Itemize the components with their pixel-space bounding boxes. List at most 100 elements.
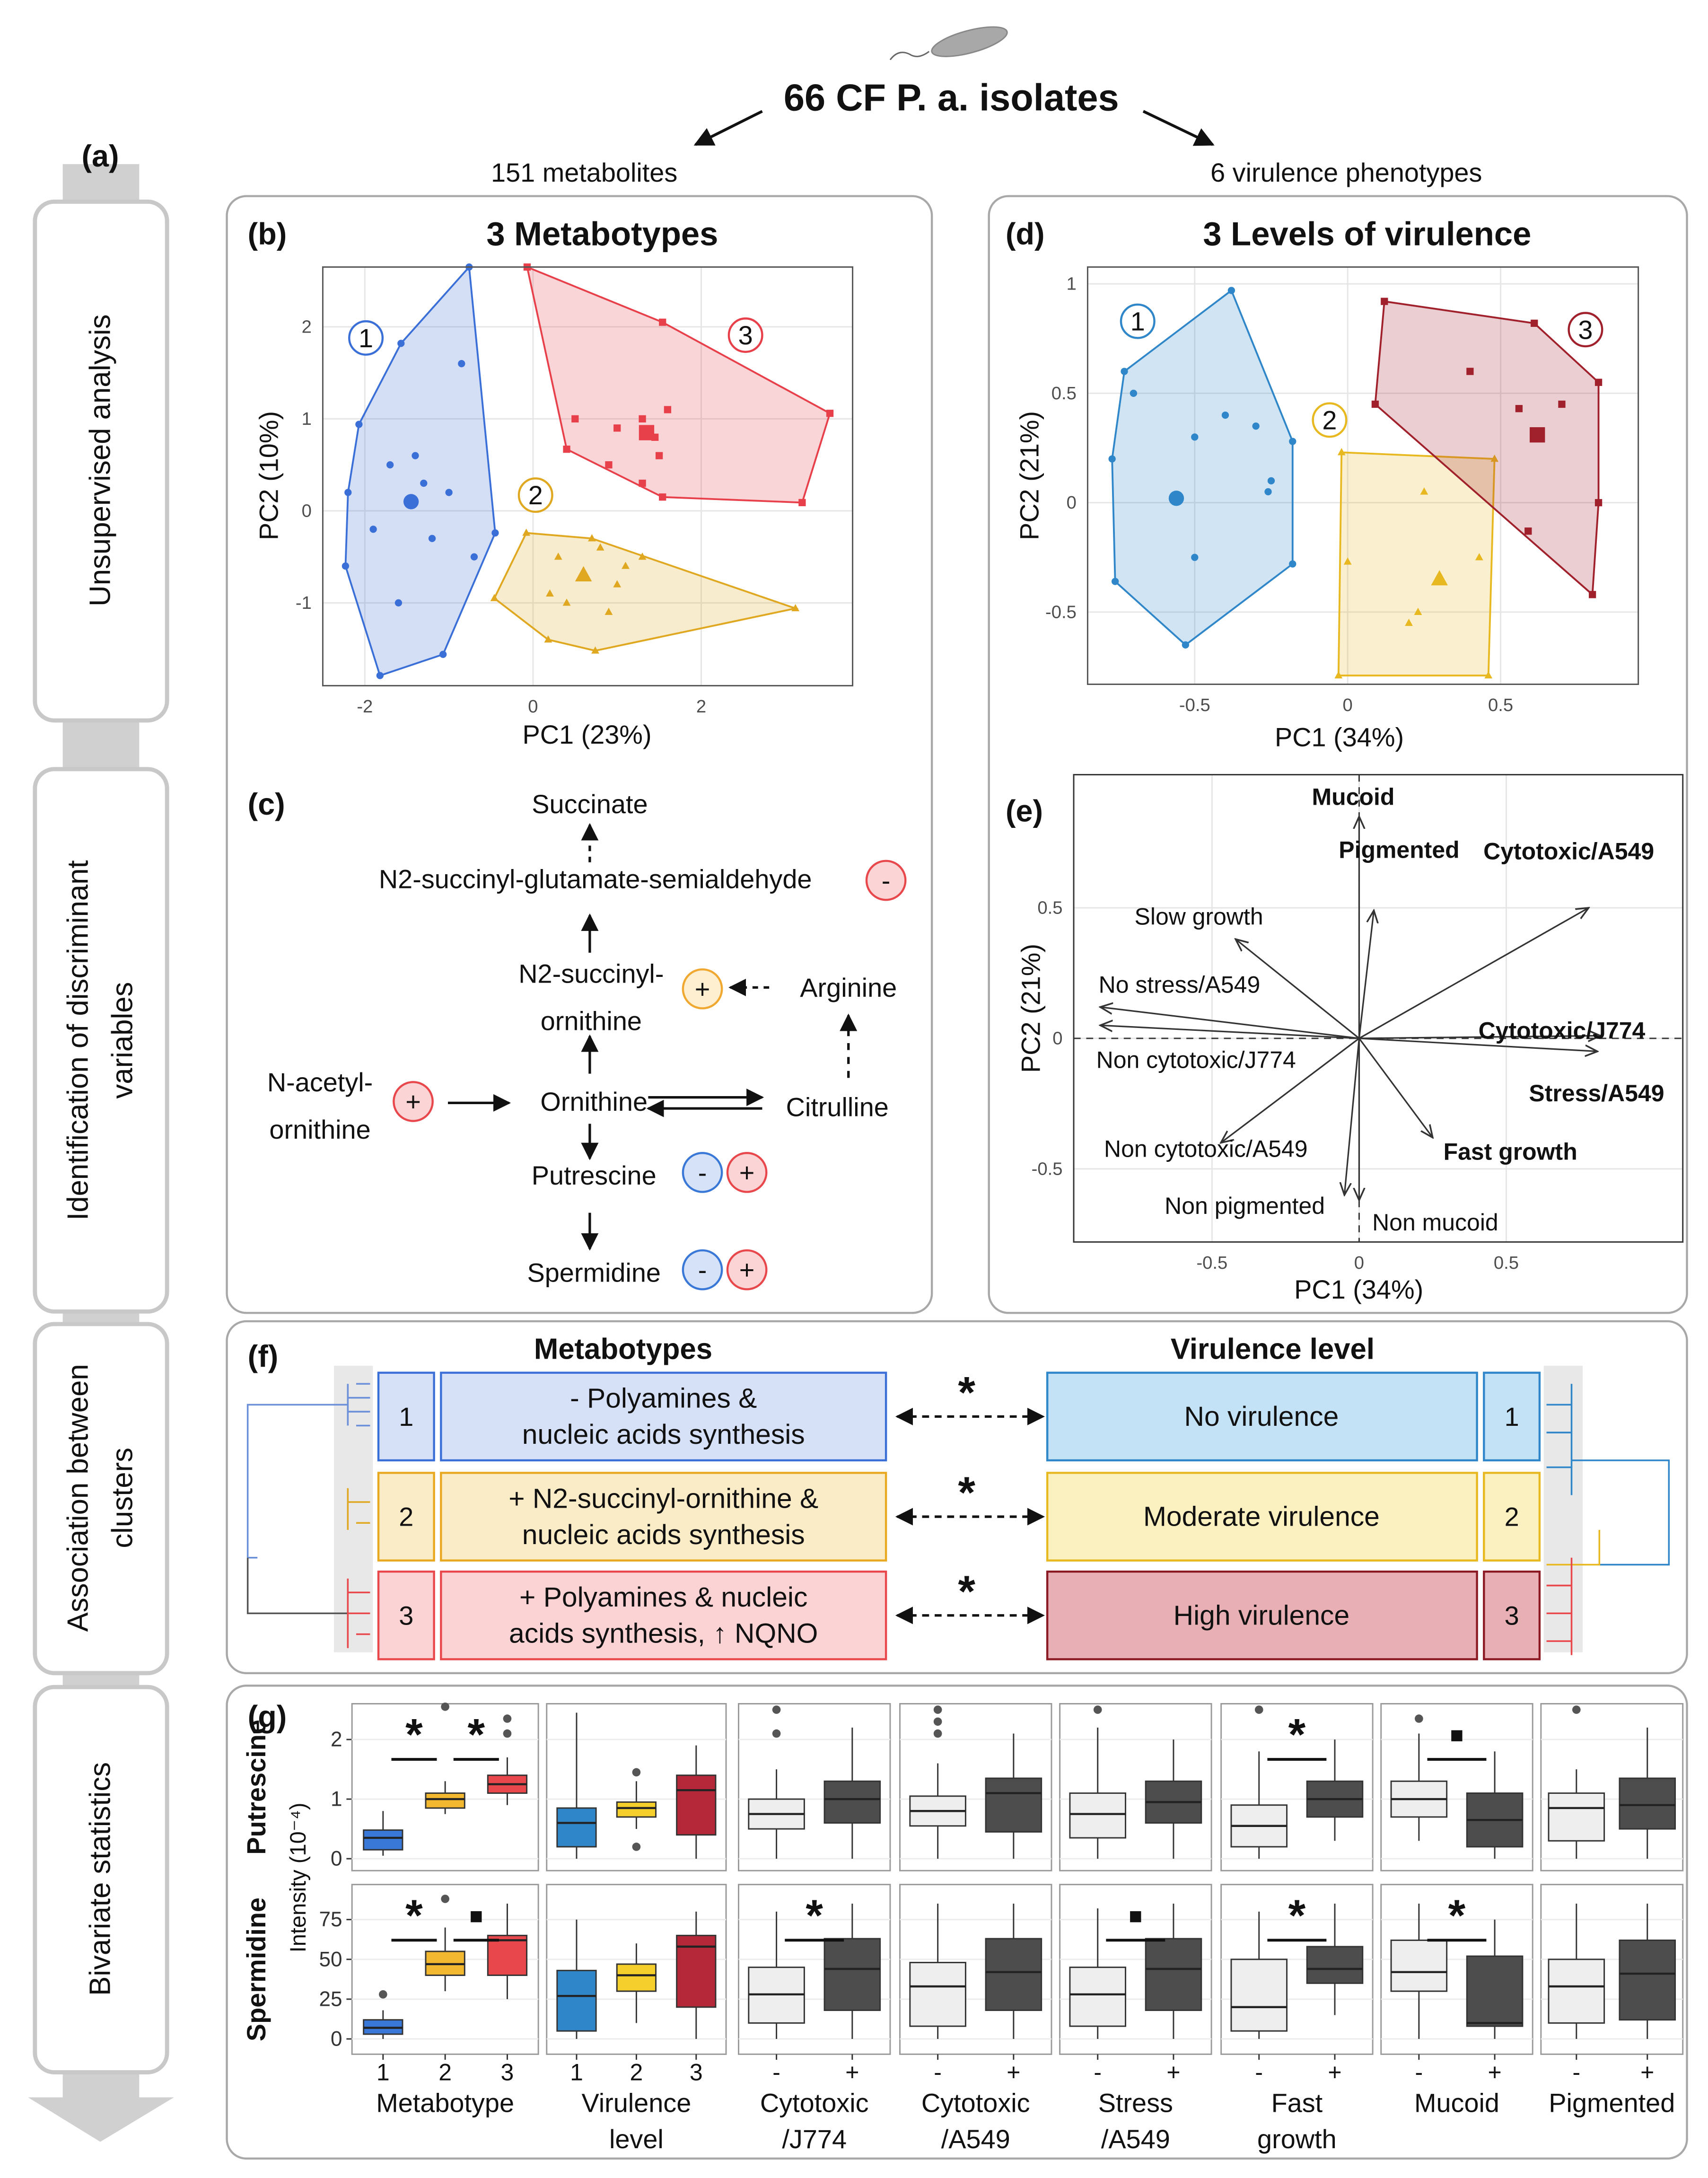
facet-label: level — [609, 2124, 664, 2154]
point — [664, 406, 672, 413]
metabotype-text: acids synthesis, ↑ NQNO — [509, 1618, 818, 1649]
y-tick-label: 1 — [331, 1788, 342, 1811]
point — [613, 424, 621, 432]
significance-mark: * — [405, 1890, 423, 1940]
change-badge — [682, 1152, 723, 1193]
point — [1558, 400, 1566, 408]
point — [342, 562, 350, 570]
virulence-box — [1046, 1570, 1478, 1660]
significance-mark: * — [405, 1710, 423, 1759]
y-tick-label: 0 — [1052, 1028, 1062, 1048]
cluster-number-box — [377, 1371, 435, 1462]
y-tick-label: 1 — [302, 409, 312, 429]
cluster-number-box — [1483, 1570, 1541, 1660]
facet-label: Cytotoxic — [921, 2088, 1030, 2118]
link-mark: * — [958, 1367, 975, 1417]
change-sign: + — [695, 974, 710, 1004]
x-tick-label: 0 — [1343, 695, 1353, 715]
loading-arrow — [1221, 1037, 1360, 1143]
x-tick-label: 2 — [630, 2059, 643, 2086]
cluster-number-box — [1483, 1472, 1541, 1562]
outlier — [933, 1705, 942, 1714]
point — [1371, 400, 1379, 408]
point — [1182, 641, 1190, 649]
y-tick-label: 0 — [1067, 492, 1077, 513]
outlier — [503, 1729, 512, 1738]
significance-mark: ▪ — [468, 1890, 484, 1940]
metabotype-text: - Polyamines & — [570, 1383, 757, 1414]
metabolite: Succinate — [532, 789, 648, 819]
loading-label: Fast growth — [1444, 1138, 1577, 1165]
y-tick-label: -0.5 — [1032, 1159, 1063, 1179]
pathway-arrows — [448, 823, 858, 1251]
change-badge — [682, 1249, 723, 1291]
significance-mark: * — [468, 1710, 485, 1759]
y-tick-label: 0 — [302, 501, 312, 521]
box — [1145, 1938, 1202, 2011]
point — [1588, 591, 1596, 598]
point — [596, 543, 604, 551]
box — [823, 1780, 881, 1824]
point — [622, 562, 630, 569]
box — [1069, 1792, 1126, 1839]
significance-mark: * — [1288, 1890, 1306, 1940]
panel-label: (b) — [248, 216, 287, 251]
outlier — [441, 1895, 449, 1903]
point — [1524, 527, 1532, 535]
facet-label: /A549 — [941, 2124, 1010, 2154]
x-tick-label: - — [1094, 2059, 1102, 2086]
point — [445, 489, 453, 496]
outlier — [1572, 1705, 1581, 1714]
change-badge — [682, 968, 723, 1010]
plot-border — [1073, 774, 1684, 1243]
x-axis-label: PC1 (23%) — [522, 720, 651, 749]
point — [1484, 671, 1493, 679]
change-badge — [726, 1152, 768, 1193]
virulence-text: Moderate virulence — [1143, 1502, 1380, 1532]
branch-arrow — [693, 110, 763, 146]
y-tick-label: 75 — [319, 1908, 342, 1931]
point — [369, 526, 377, 533]
significance-mark: * — [1448, 1890, 1466, 1940]
point — [605, 461, 613, 469]
bacterium-icon — [931, 26, 1008, 57]
point — [1191, 553, 1199, 561]
point — [1289, 438, 1296, 445]
sidebar-frames — [28, 164, 174, 2142]
virulence-box — [1046, 1472, 1478, 1562]
change-badge — [726, 1249, 768, 1291]
loading-label: Stress/A549 — [1529, 1080, 1664, 1107]
facet-label: Metabotype — [376, 2088, 514, 2118]
point — [1594, 499, 1603, 507]
point — [571, 415, 579, 423]
loading-arrow — [1100, 1025, 1359, 1039]
point — [655, 452, 663, 459]
virulence-text: No virulence — [1184, 1401, 1339, 1432]
loading-label: Non cytotoxic/A549 — [1104, 1135, 1308, 1162]
box — [1230, 1958, 1288, 2032]
loading-label: Slow growth — [1135, 903, 1263, 930]
branch-arrow — [1142, 110, 1215, 146]
facet-label: Stress — [1098, 2088, 1173, 2118]
panel-label: (c) — [248, 787, 285, 821]
metabotype-text: nucleic acids synthesis — [522, 1519, 805, 1550]
box — [676, 1774, 717, 1836]
plot-border — [1086, 266, 1639, 685]
x-tick-label: - — [1255, 2059, 1263, 2086]
cluster-label: 2 — [528, 480, 543, 510]
outlier — [772, 1705, 781, 1714]
box — [425, 1792, 465, 1809]
panel-label: (a) — [82, 139, 119, 173]
x-tick-label: + — [1007, 2059, 1020, 2086]
point — [659, 493, 666, 501]
loading-label: No stress/A549 — [1099, 972, 1261, 998]
x-axis-label: PC1 (34%) — [1275, 722, 1404, 752]
metabolite: Citrulline — [786, 1092, 889, 1122]
metabolite: N2-succinyl- — [518, 958, 664, 988]
cluster-number-box — [1483, 1371, 1541, 1462]
metabotype-text: + N2-succinyl-ornithine & — [508, 1483, 818, 1514]
cluster-badge — [348, 320, 384, 356]
outlier — [632, 1843, 641, 1851]
outlier — [1415, 1714, 1423, 1723]
point — [1130, 389, 1138, 397]
